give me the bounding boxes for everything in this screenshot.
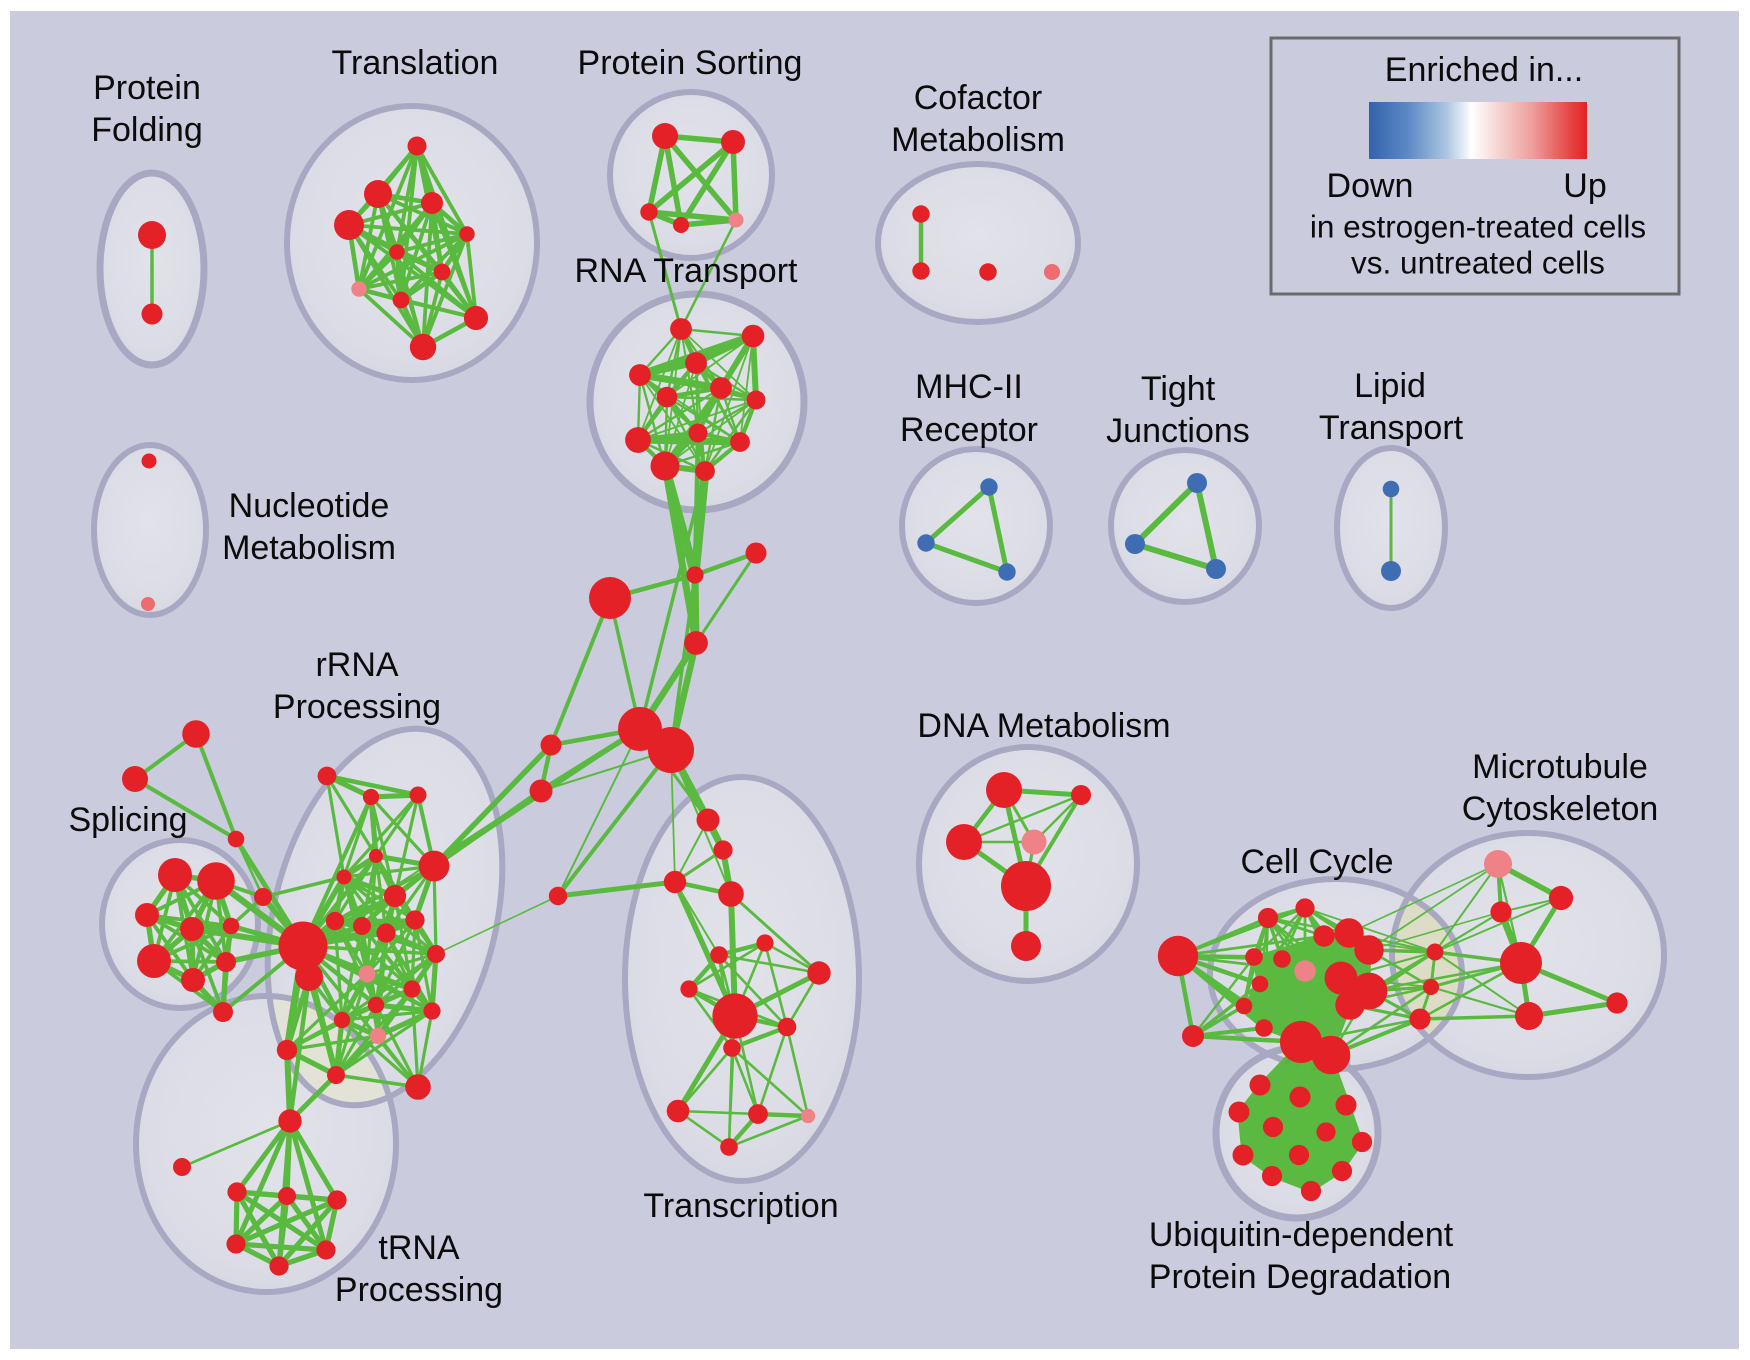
svg-text:Folding: Folding — [91, 111, 203, 149]
svg-text:Tight: Tight — [1141, 370, 1216, 408]
svg-text:tRNA: tRNA — [378, 1229, 460, 1267]
svg-text:in estrogen-treated cells: in estrogen-treated cells — [1310, 208, 1646, 244]
svg-text:Up: Up — [1563, 167, 1606, 205]
svg-text:Metabolism: Metabolism — [222, 529, 396, 567]
svg-text:Protein Sorting: Protein Sorting — [578, 44, 803, 82]
svg-text:DNA Metabolism: DNA Metabolism — [917, 707, 1170, 745]
svg-text:Splicing: Splicing — [68, 801, 187, 839]
svg-text:Transport: Transport — [1319, 409, 1464, 447]
svg-text:Lipid: Lipid — [1354, 367, 1426, 405]
svg-text:Processing: Processing — [273, 688, 441, 726]
svg-text:MHC-II: MHC-II — [915, 368, 1023, 406]
svg-text:Microtubule: Microtubule — [1472, 748, 1648, 786]
svg-text:Junctions: Junctions — [1106, 412, 1250, 450]
svg-text:vs. untreated cells: vs. untreated cells — [1351, 244, 1605, 280]
svg-text:Cytoskeleton: Cytoskeleton — [1462, 790, 1659, 828]
svg-text:RNA Transport: RNA Transport — [575, 252, 799, 290]
svg-text:Protein Degradation: Protein Degradation — [1149, 1258, 1451, 1296]
svg-text:Metabolism: Metabolism — [891, 121, 1065, 159]
svg-text:Receptor: Receptor — [900, 411, 1038, 449]
svg-text:Enriched in...: Enriched in... — [1385, 51, 1583, 89]
svg-text:rRNA: rRNA — [315, 646, 398, 684]
svg-text:Cofactor: Cofactor — [914, 79, 1043, 117]
svg-text:Translation: Translation — [332, 44, 499, 82]
svg-text:Down: Down — [1327, 167, 1414, 205]
svg-text:Nucleotide: Nucleotide — [229, 487, 390, 525]
svg-text:Processing: Processing — [335, 1271, 503, 1309]
svg-text:Cell Cycle: Cell Cycle — [1240, 843, 1393, 881]
svg-text:Transcription: Transcription — [643, 1187, 838, 1225]
svg-text:Protein: Protein — [93, 69, 201, 107]
svg-text:Ubiquitin-dependent: Ubiquitin-dependent — [1149, 1216, 1454, 1254]
